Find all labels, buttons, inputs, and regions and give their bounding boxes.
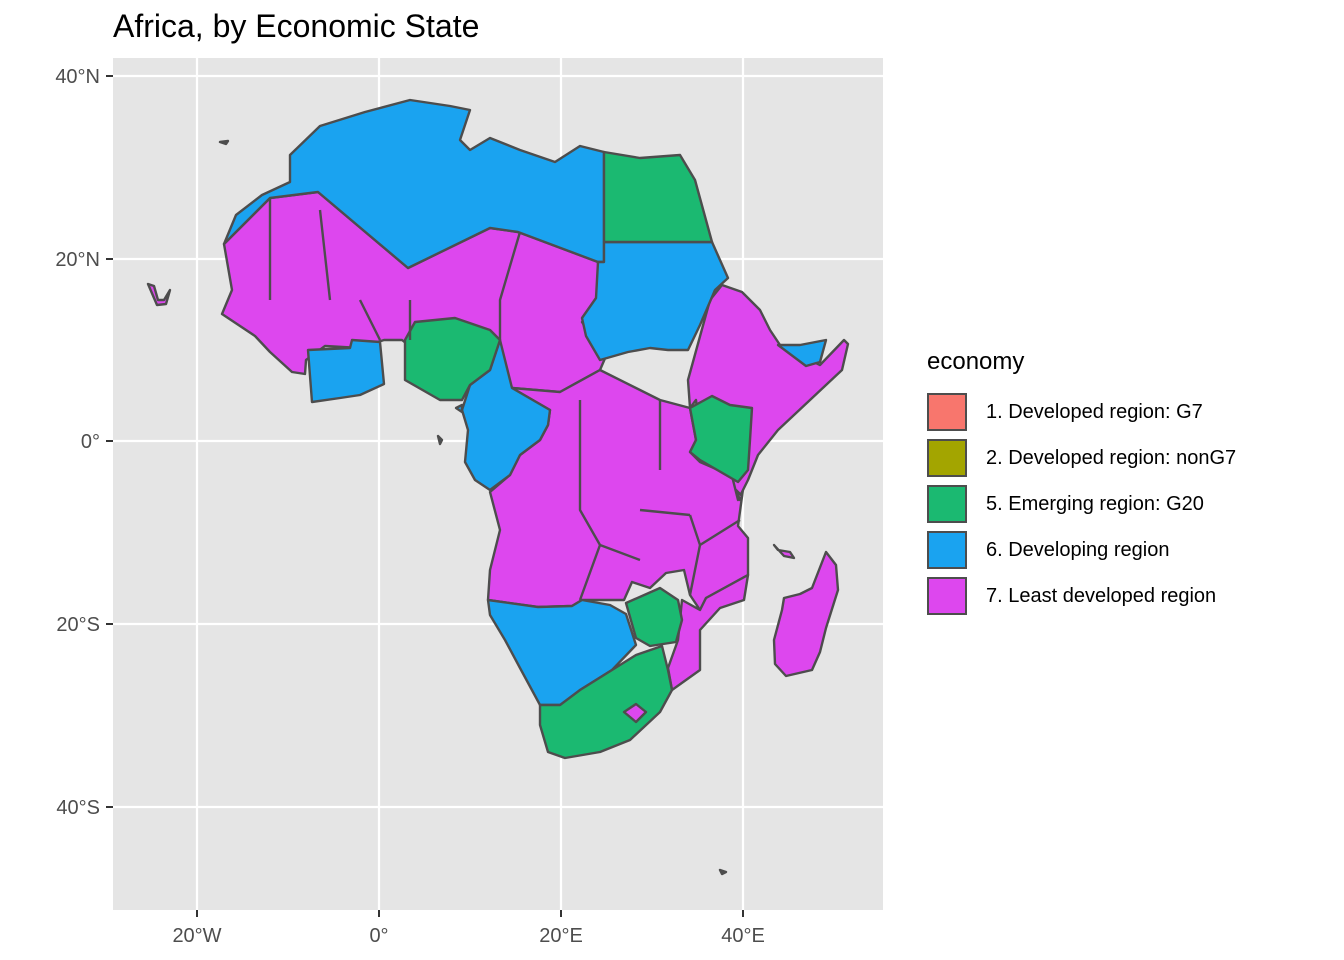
x-tick-label: 20°W bbox=[172, 925, 221, 947]
legend-label: 7. Least developed region bbox=[986, 584, 1217, 607]
countries bbox=[146, 98, 850, 876]
y-tick-label: 40°N bbox=[55, 66, 100, 88]
sudan bbox=[580, 240, 730, 362]
y-tick-label: 20°N bbox=[55, 249, 100, 271]
nigeria bbox=[403, 316, 502, 402]
legend: economy 1. Developed region: G7 2. Devel… bbox=[927, 348, 1236, 619]
lesotho bbox=[622, 702, 648, 724]
gulf-of-guinea-states bbox=[306, 338, 386, 404]
axis-ticks bbox=[106, 75, 744, 917]
legend-item: 6. Developing region bbox=[927, 527, 1236, 573]
legend-title: economy bbox=[927, 348, 1025, 375]
legend-item: 7. Least developed region bbox=[927, 573, 1236, 619]
x-tick-label: 20°E bbox=[539, 925, 583, 947]
marion-island bbox=[718, 868, 728, 876]
legend-swatch bbox=[927, 393, 967, 431]
chart-title: Africa, by Economic State bbox=[113, 8, 480, 44]
cameroon-congo bbox=[460, 338, 552, 492]
legend-swatch bbox=[927, 485, 967, 523]
legend-label: 2. Developed region: nonG7 bbox=[986, 446, 1237, 469]
legend-swatch bbox=[927, 531, 967, 569]
zimbabwe bbox=[624, 586, 684, 648]
internal-borders bbox=[268, 198, 741, 601]
y-tick-label: 0° bbox=[81, 431, 100, 453]
legend-label: 6. Developing region bbox=[986, 538, 1170, 561]
x-tick-label: 40°E bbox=[721, 925, 765, 947]
legend-swatch bbox=[927, 577, 967, 615]
legend-swatch bbox=[927, 439, 967, 477]
legend-item: 2. Developed region: nonG7 bbox=[927, 435, 1236, 481]
y-tick-label: 40°S bbox=[56, 797, 100, 819]
north-africa-west bbox=[222, 98, 606, 270]
canary-islands bbox=[218, 139, 230, 146]
bioko bbox=[454, 403, 464, 414]
legend-label: 5. Emerging region: G20 bbox=[986, 492, 1204, 515]
south-africa bbox=[538, 644, 674, 760]
comoros bbox=[772, 543, 796, 560]
zanzibar bbox=[734, 488, 744, 502]
x-tick-label: 0° bbox=[369, 925, 388, 947]
somalia-north bbox=[776, 338, 828, 368]
cape-verde bbox=[146, 282, 172, 307]
kenya bbox=[688, 394, 754, 484]
sao-tome bbox=[436, 434, 444, 446]
madagascar bbox=[772, 550, 840, 678]
legend-item: 1. Developed region: G7 bbox=[927, 389, 1236, 435]
legend-item: 5. Emerging region: G20 bbox=[927, 481, 1236, 527]
y-tick-label: 20°S bbox=[56, 614, 100, 636]
egypt bbox=[602, 150, 714, 244]
legend-label: 1. Developed region: G7 bbox=[986, 400, 1203, 423]
